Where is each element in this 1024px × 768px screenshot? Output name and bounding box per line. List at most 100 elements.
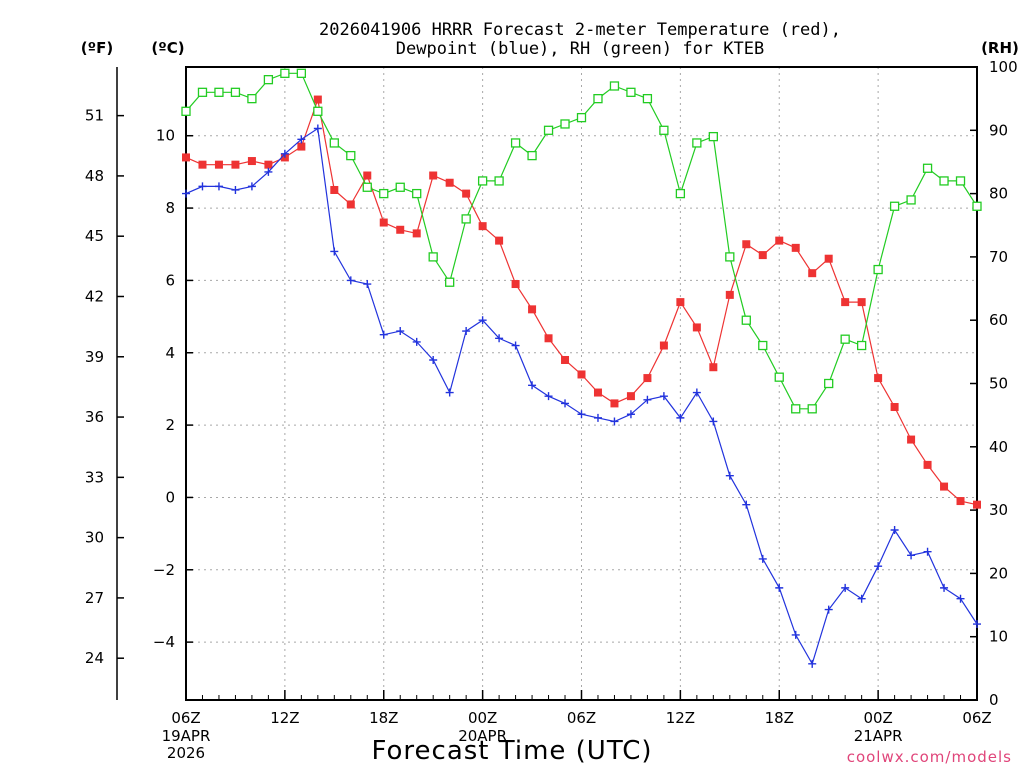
rh-point <box>560 119 570 129</box>
dewpoint-point <box>445 388 454 397</box>
2-meter-temperature-point <box>610 399 619 408</box>
x-tick-date-label: 20APR <box>458 727 507 745</box>
rh-point <box>214 87 224 97</box>
rh-point <box>626 87 636 97</box>
dewpoint-point <box>247 182 256 191</box>
2-meter-temperature-point <box>577 370 586 379</box>
rh-point <box>395 182 405 192</box>
2-meter-temperature-point <box>462 189 471 198</box>
2-meter-temperature-point <box>198 160 207 169</box>
series-layer <box>181 68 982 668</box>
2-meter-temperature-point <box>775 236 784 245</box>
fahrenheit-tick-label: 51 <box>85 107 104 125</box>
rh-point <box>659 125 669 135</box>
dewpoint-point <box>544 392 553 401</box>
fahrenheit-tick-label: 33 <box>85 468 104 486</box>
2-meter-temperature-point <box>808 269 817 278</box>
rh-point <box>692 138 702 148</box>
chart-title-line-1: 2026041906 HRRR Forecast 2-meter Tempera… <box>319 20 841 40</box>
2-meter-temperature-point <box>528 305 537 314</box>
fahrenheit-tick-label: 30 <box>85 529 104 547</box>
2-meter-temperature-point <box>742 240 751 249</box>
2-meter-temperature-point <box>313 95 322 104</box>
dewpoint-point <box>643 395 652 404</box>
dewpoint-point <box>923 547 932 556</box>
dewpoint-point <box>429 355 438 364</box>
rh-point <box>774 372 784 382</box>
2-meter-temperature-point <box>890 403 899 412</box>
2-meter-temperature-point <box>973 500 981 509</box>
rh-point <box>329 138 339 148</box>
rh-tick-label: 20 <box>989 564 1008 582</box>
dewpoint-point <box>396 327 405 336</box>
celsius-tick-label: −4 <box>153 633 175 651</box>
dewpoint-series <box>182 124 981 668</box>
rh-point <box>247 94 257 104</box>
rh-point <box>873 264 883 275</box>
rh-point <box>708 131 718 142</box>
rh-point <box>230 87 241 97</box>
dewpoint-point <box>280 149 289 158</box>
2-meter-temperature-point <box>214 160 223 169</box>
rh-point <box>609 81 620 91</box>
dewpoint-point <box>495 334 504 343</box>
2-meter-temperature-point <box>626 392 635 401</box>
2-meter-temperature-point <box>297 142 306 151</box>
2-meter-temperature-point <box>923 460 932 469</box>
celsius-tick-label: −2 <box>153 561 175 579</box>
x-tick-label: 18Z <box>765 709 794 727</box>
rh-point <box>362 182 372 192</box>
2-meter-temperature-point <box>511 280 520 289</box>
rh-point <box>922 163 933 173</box>
rh-tick-label: 30 <box>989 501 1008 519</box>
2-meter-temperature-point <box>676 298 685 307</box>
dewpoint-point <box>857 594 866 603</box>
rh-tick-label: 70 <box>989 248 1008 266</box>
plot-frame <box>185 66 978 701</box>
rh-point <box>494 176 504 186</box>
dewpoint-point <box>561 399 570 408</box>
dewpoint-point <box>313 124 322 133</box>
dewpoint-point <box>725 471 734 480</box>
rh-point <box>725 252 735 262</box>
dewpoint-point <box>577 410 586 419</box>
dewpoint-point <box>824 605 833 614</box>
dewpoint-point <box>874 562 883 571</box>
rh-tick-label: 90 <box>989 121 1008 139</box>
rh-point <box>477 176 488 186</box>
2-meter-temperature-point <box>379 218 388 227</box>
rh-point <box>197 87 208 97</box>
rh-point <box>741 315 751 325</box>
x-tick-label: 06Z <box>171 709 200 727</box>
dewpoint-point <box>330 247 339 256</box>
dewpoint-point <box>775 583 784 592</box>
x-tick-label: 00Z <box>468 709 497 727</box>
2-meter-temperature-point <box>643 374 652 383</box>
dewpoint-point <box>610 417 619 426</box>
x-tick-date-label: 21APR <box>854 727 903 745</box>
2-meter-temperature-point <box>940 482 949 491</box>
2-meter-temperature-point <box>593 388 602 397</box>
dewpoint-point <box>758 554 767 563</box>
x-tick-date-label: 2026 <box>167 744 205 762</box>
2-meter-temperature-point <box>412 229 421 238</box>
2-meter-temperature-point <box>445 178 454 187</box>
rh-point <box>280 68 290 78</box>
rh-point <box>824 378 834 389</box>
2-meter-temperature-point <box>544 334 553 343</box>
2-meter-temperature-point <box>330 185 339 194</box>
2-meter-temperature-point <box>874 374 883 383</box>
dewpoint-point <box>626 410 635 419</box>
rh-point <box>181 106 191 116</box>
rh-tick-label: 0 <box>989 691 999 709</box>
rh-unit-label: (RH) <box>981 39 1019 57</box>
rh-point <box>840 334 850 344</box>
dewpoint-point <box>890 525 899 534</box>
rh-point <box>379 188 389 199</box>
rh-point <box>955 176 966 186</box>
dewpoint-point <box>791 630 800 639</box>
2-meter-temperature-point <box>264 160 273 169</box>
dewpoint-point <box>462 327 471 336</box>
dewpoint-point <box>907 551 916 560</box>
